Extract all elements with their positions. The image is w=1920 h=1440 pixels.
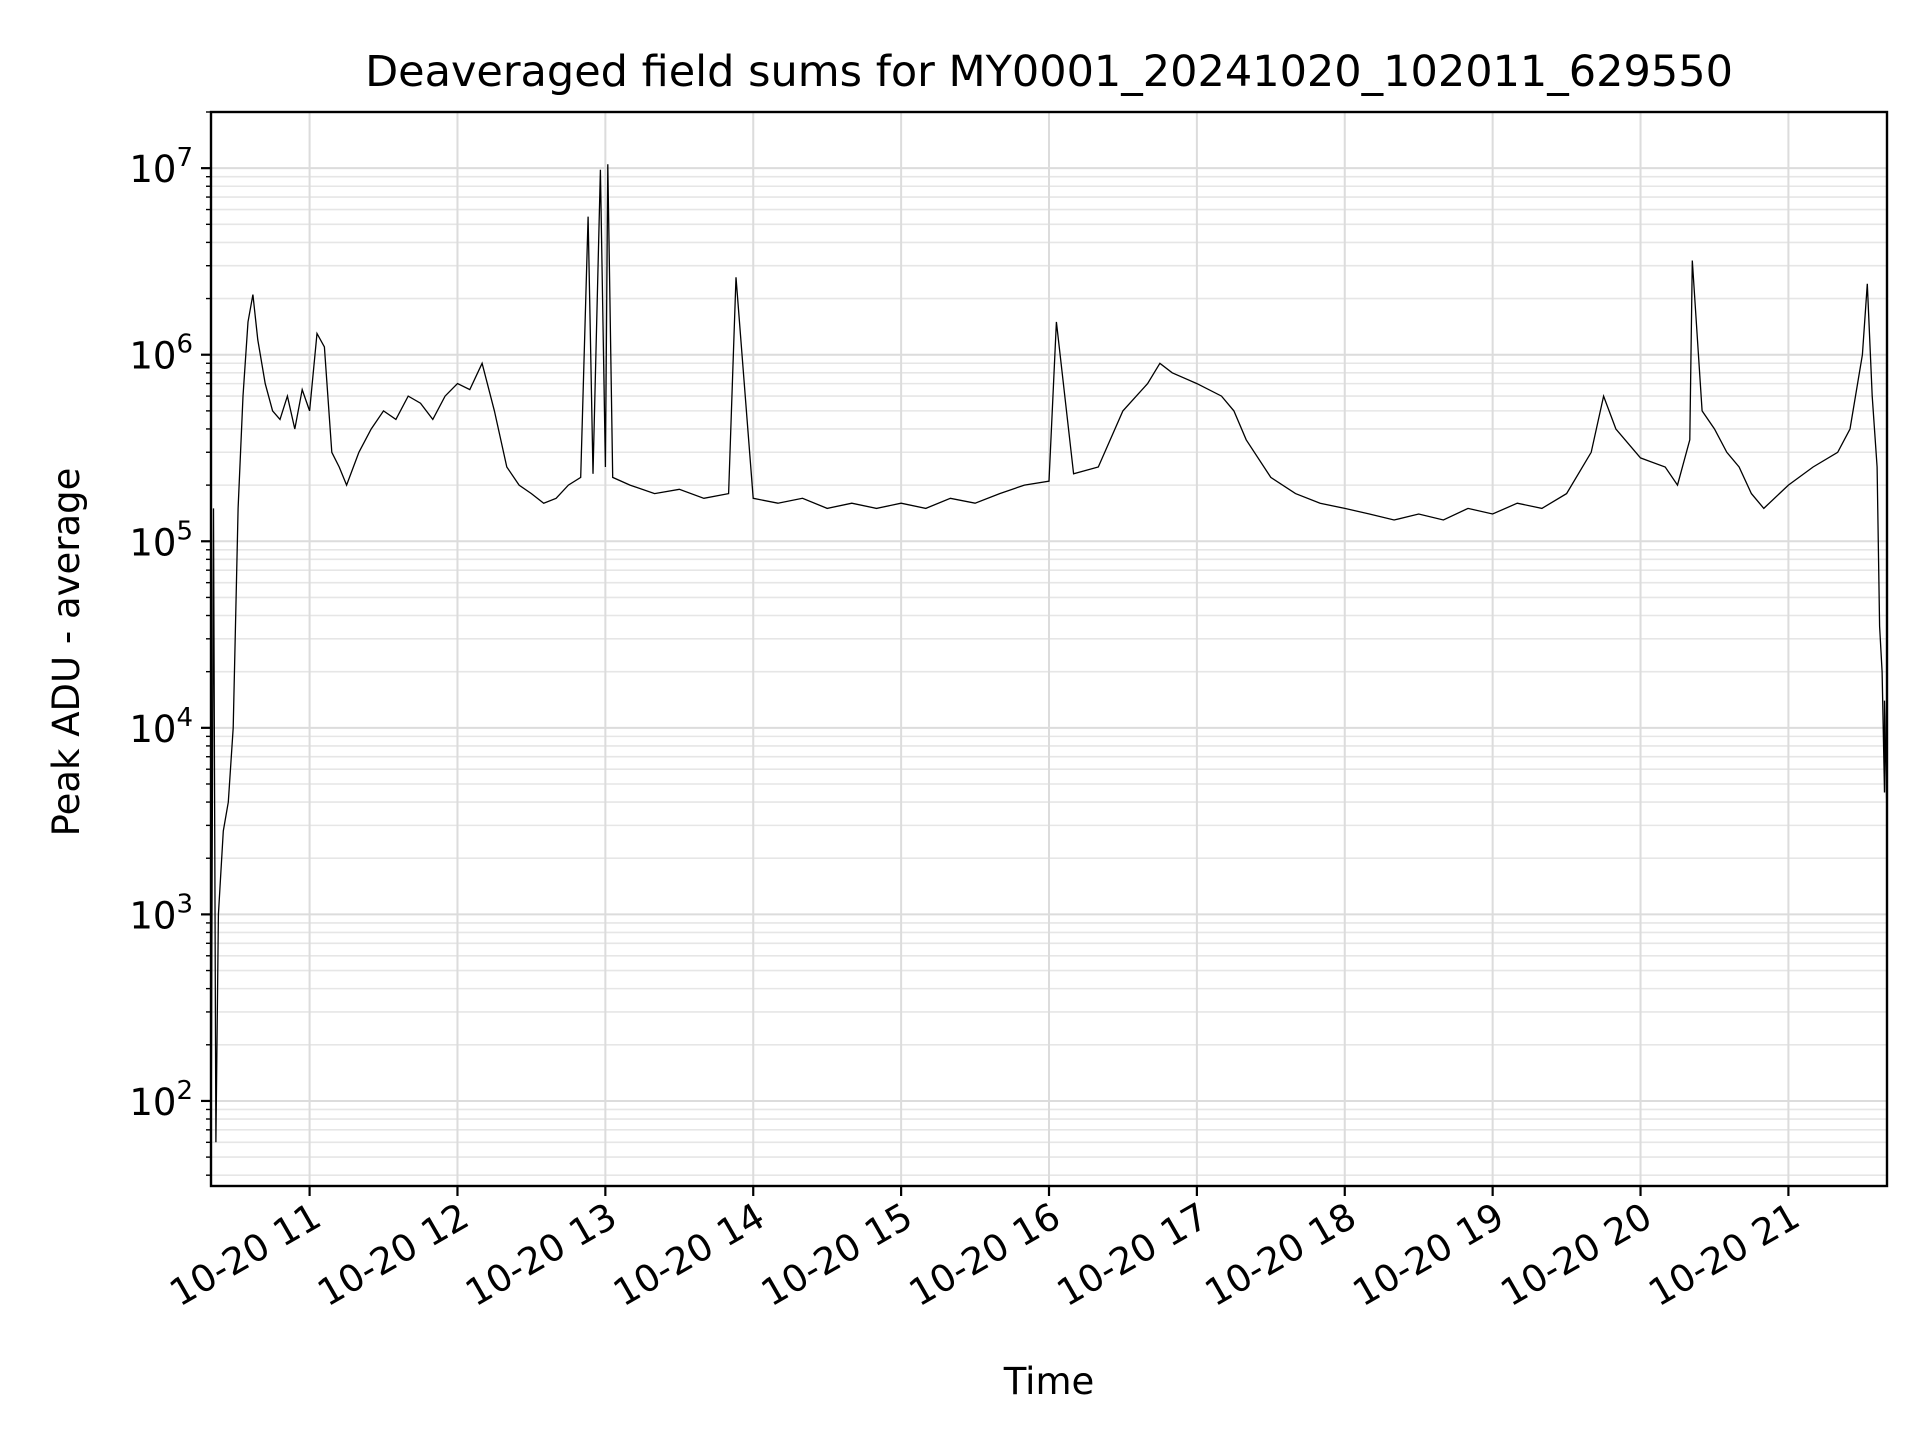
y-axis-label: Peak ADU - average <box>45 468 88 837</box>
y-tick-label: 104 <box>129 703 193 751</box>
x-tick-label: 10-20 13 <box>458 1195 624 1315</box>
x-tick-label: 10-20 19 <box>1346 1195 1512 1315</box>
series-layer <box>210 164 1888 1176</box>
y-tick-label: 105 <box>129 516 193 564</box>
y-tick-label: 103 <box>129 889 193 937</box>
chart-title: Deaveraged field sums for MY0001_2024102… <box>365 47 1733 97</box>
x-tick-label: 10-20 14 <box>606 1195 772 1315</box>
x-tick-label: 10-20 16 <box>902 1195 1068 1315</box>
x-tick-label: 10-20 20 <box>1493 1195 1659 1315</box>
x-tick-label: 10-20 21 <box>1641 1195 1807 1315</box>
x-tick-label: 10-20 15 <box>754 1195 920 1315</box>
x-axis-label: Time <box>1003 1360 1095 1403</box>
x-tick-label: 10-20 17 <box>1050 1195 1216 1315</box>
series-line-0 <box>210 164 1888 1176</box>
x-tick-label: 10-20 18 <box>1198 1195 1364 1315</box>
y-tick-label: 106 <box>129 330 193 378</box>
x-tick-label: 10-20 12 <box>310 1195 476 1315</box>
y-tick-label: 102 <box>129 1076 193 1124</box>
grid <box>211 111 1887 1186</box>
x-tick-label: 10-20 11 <box>163 1195 329 1315</box>
y-tick-label: 107 <box>129 143 193 191</box>
